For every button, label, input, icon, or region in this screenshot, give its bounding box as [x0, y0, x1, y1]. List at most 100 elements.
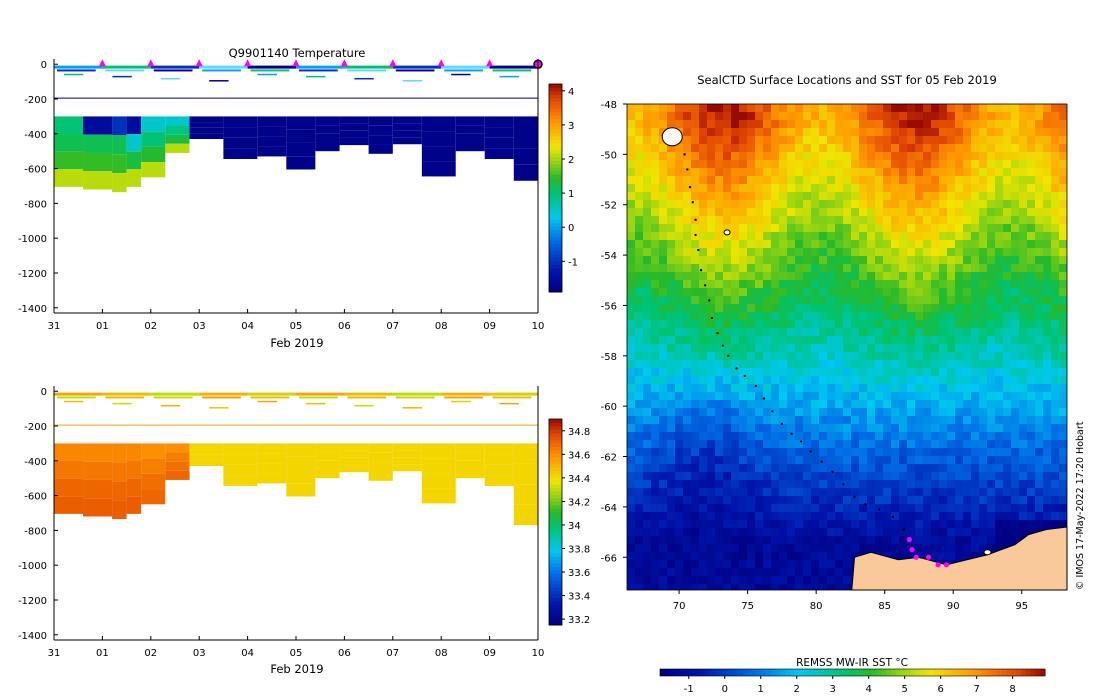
sst-cell: [827, 440, 836, 449]
sst-cell: [907, 352, 916, 361]
sst-cell: [723, 176, 732, 185]
sst-cell: [747, 136, 756, 145]
sst-cell: [779, 176, 788, 185]
sst-cell: [931, 256, 940, 265]
sst-cell: [1027, 344, 1036, 353]
sst-cell: [811, 128, 820, 137]
sst-cell: [939, 464, 948, 473]
sst-cell: [643, 328, 652, 337]
sst-cell: [851, 256, 860, 265]
sst-cell: [779, 480, 788, 489]
sst-cell: [907, 200, 916, 209]
sst-cell: [651, 552, 660, 561]
sst-cell: [731, 144, 740, 153]
sst-cell: [739, 136, 748, 145]
salinity-profile-11-segment: [339, 457, 369, 465]
sst-cell: [627, 408, 636, 417]
sst-cell: [651, 496, 660, 505]
sst-cell: [1059, 160, 1067, 169]
sst-cell: [715, 488, 724, 497]
sst-cell: [635, 144, 644, 153]
sst-cell: [995, 352, 1004, 361]
sst-cell: [723, 504, 732, 513]
sst-cell: [1019, 112, 1028, 121]
sst-cell: [811, 496, 820, 505]
sst-cell: [755, 216, 764, 225]
temperature-profile-15-segment: [455, 125, 485, 134]
sst-cell: [667, 504, 676, 513]
sst-cell: [923, 360, 932, 369]
temperature-colorbar-tick-label: 4: [568, 87, 574, 98]
sst-cell: [907, 528, 916, 537]
sst-cell: [787, 552, 796, 561]
sst-cell: [835, 512, 844, 521]
sst-cell: [923, 184, 932, 193]
sst-cell: [899, 512, 908, 521]
sst-cell: [939, 176, 948, 185]
sst-cell: [723, 560, 732, 569]
sst-cell: [787, 320, 796, 329]
sst-cell: [859, 392, 868, 401]
sst-cell: [979, 152, 988, 161]
sst-colorbar-segment: [664, 669, 671, 676]
sst-cell: [915, 440, 924, 449]
sst-cell: [1003, 336, 1012, 345]
sst-cell: [1035, 120, 1044, 129]
sst-cell: [755, 360, 764, 369]
sst-cell: [1027, 152, 1036, 161]
sst-cell: [907, 448, 916, 457]
sst-cell: [819, 392, 828, 401]
sst-cell: [699, 400, 708, 409]
sst-cell: [1027, 272, 1036, 281]
temperature-y-tick-label: -600: [24, 165, 47, 176]
sst-cell: [1035, 424, 1044, 433]
sst-cell: [763, 544, 772, 553]
sst-cell: [747, 552, 756, 561]
sst-cell: [915, 136, 924, 145]
sst-cell: [1019, 408, 1028, 417]
sst-cell: [1019, 376, 1028, 385]
sst-cell: [731, 128, 740, 137]
sst-cell: [971, 320, 980, 329]
sst-cell: [979, 120, 988, 129]
sst-cell: [1043, 168, 1052, 177]
sst-cell: [731, 560, 740, 569]
sst-cell: [931, 296, 940, 305]
sst-cell: [939, 528, 948, 537]
sst-cell: [787, 144, 796, 153]
sst-cell: [747, 568, 756, 577]
sst-cell: [787, 232, 796, 241]
sst-cell: [699, 312, 708, 321]
sst-cell: [683, 376, 692, 385]
sst-cell: [723, 368, 732, 377]
sst-cell: [1027, 496, 1036, 505]
sst-cell: [875, 448, 884, 457]
sst-cell: [803, 576, 812, 585]
sst-cell: [979, 480, 988, 489]
sst-cell: [627, 520, 636, 529]
temperature-profile-3-segment: [126, 116, 142, 135]
sst-cell: [675, 168, 684, 177]
salinity-colorbar-segment: [549, 511, 562, 516]
sst-cell: [747, 128, 756, 137]
sst-cell: [1043, 216, 1052, 225]
sst-cell: [827, 456, 836, 465]
sst-cell: [795, 112, 804, 121]
sst-cell: [651, 264, 660, 273]
sst-cell: [859, 288, 868, 297]
salinity-profile-17-segment: [513, 504, 538, 526]
sst-cell: [891, 480, 900, 489]
sst-cell: [907, 472, 916, 481]
sst-cell: [683, 512, 692, 521]
sst-cell: [771, 520, 780, 529]
sst-cell: [971, 384, 980, 393]
sst-cell: [955, 512, 964, 521]
sst-cell: [955, 184, 964, 193]
sst-cell: [955, 240, 964, 249]
sst-cell: [771, 360, 780, 369]
sst-cell: [915, 504, 924, 513]
sst-cell: [955, 128, 964, 137]
sst-cell: [955, 288, 964, 297]
sst-cell: [947, 240, 956, 249]
sst-cell: [771, 240, 780, 249]
